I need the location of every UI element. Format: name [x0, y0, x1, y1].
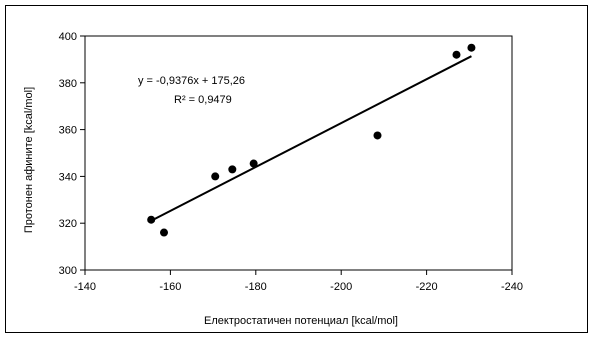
- marks: [147, 43, 476, 237]
- data-point: [249, 159, 258, 168]
- y-tick-label: 340: [59, 171, 77, 183]
- y-tick-label: 320: [59, 218, 77, 230]
- x-tick-label: -180: [245, 281, 267, 293]
- y-tick-label: 360: [59, 125, 77, 137]
- trendline: [150, 55, 472, 222]
- x-axis-title: Електростатичен потенциал [kcal/mol]: [204, 315, 398, 327]
- plot-area: 300 320 340 360 380 400 -140 -160 -180 -200 -220 -2…: [59, 31, 523, 293]
- y-axis-title: Протонен афините [kcal/mol]: [23, 87, 35, 233]
- data-point: [211, 172, 220, 181]
- x-tick-label: -160: [159, 281, 181, 293]
- chart-frame: 300 320 340 360 380 400 -140 -160 -180 -200 -220 -2…: [5, 5, 588, 333]
- x-tick-label: -220: [416, 281, 438, 293]
- y-tick-label: 300: [59, 265, 77, 277]
- r-squared: R² = 0,9479: [174, 94, 232, 106]
- x-tick-label: -240: [501, 281, 523, 293]
- x-tick-label: -140: [74, 281, 96, 293]
- data-point: [159, 228, 168, 237]
- x-tick-label: -200: [330, 281, 352, 293]
- plot-border: [84, 35, 513, 271]
- trend-equation: y = -0,9376x + 175,26: [138, 75, 245, 87]
- data-point: [467, 43, 476, 52]
- data-point: [147, 215, 156, 224]
- data-point: [452, 50, 461, 59]
- y-tick-label: 400: [59, 31, 77, 43]
- data-point: [228, 165, 237, 174]
- scatter-chart: 300 320 340 360 380 400 -140 -160 -180 -200 -220 -2…: [23, 31, 523, 327]
- y-tick-label: 380: [59, 78, 77, 90]
- data-point: [373, 131, 382, 140]
